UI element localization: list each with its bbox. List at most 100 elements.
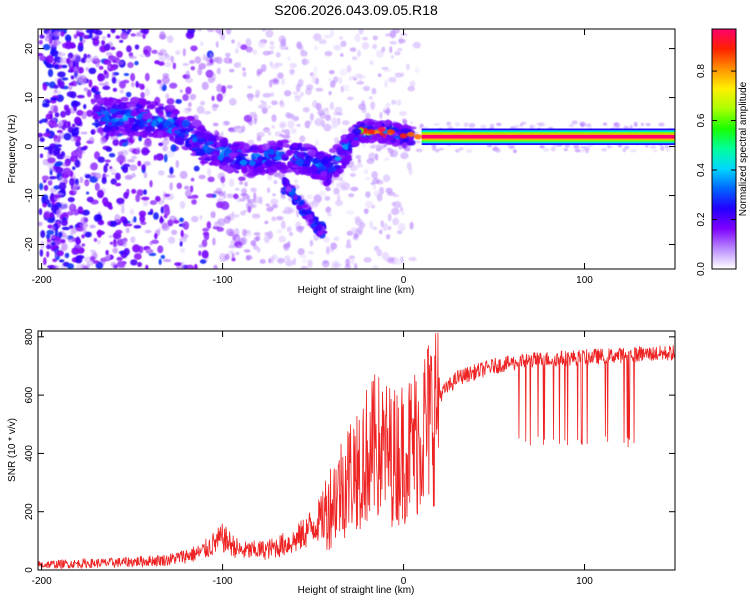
spectrogram-cell [93, 238, 98, 242]
spectrogram-cell [234, 214, 240, 218]
spectrogram-cell [283, 90, 292, 97]
spectrogram-cell [292, 91, 299, 96]
spectrogram-cell [574, 148, 581, 153]
spectrogram-cell [49, 112, 53, 120]
colorbar-strip [712, 267, 736, 270]
spectrogram-cell [56, 129, 63, 134]
spectrogram-cell [68, 42, 76, 49]
spectrogram-cell [137, 261, 143, 267]
x-tick-label: 100 [576, 576, 593, 587]
spectrogram-cell [102, 59, 112, 65]
y-tick-label: -10 [24, 188, 35, 203]
spectrogram-cell [129, 96, 140, 104]
spectrogram-cell [109, 241, 114, 245]
spectrogram-cell [315, 138, 319, 147]
spectrogram-cell [85, 29, 95, 34]
spectrogram-cell [53, 105, 59, 114]
spectrogram-cell [174, 136, 184, 144]
spectrogram-cell [397, 47, 403, 52]
spectrogram-cell [341, 120, 350, 126]
spectrogram-cell [250, 187, 257, 193]
spectrogram-cell [379, 186, 385, 195]
spectrogram-cell [409, 80, 416, 88]
spectrogram-cell [346, 239, 351, 245]
spectrogram-cell [187, 195, 194, 199]
spectrogram-cell [224, 253, 230, 261]
spectrogram-cell [79, 222, 89, 229]
spectrogram-cell [369, 220, 373, 230]
spectrogram-cell [190, 215, 199, 223]
x-tick-label: -100 [213, 576, 233, 587]
spectrogram-cell [310, 72, 318, 80]
spectrogram-cell [264, 160, 273, 168]
colorbar-strip [712, 199, 736, 202]
spectrogram-cell [277, 257, 284, 265]
spectrogram-cell [389, 46, 393, 54]
spectrogram-cell [195, 137, 206, 144]
spectrogram-cell [142, 198, 149, 207]
colorbar-strip [712, 121, 736, 124]
spectrogram-cell [245, 255, 253, 261]
colorbar-strip [712, 55, 736, 58]
spectrogram-cell [213, 190, 222, 195]
spectrogram-cell [209, 58, 213, 64]
spectrogram-cell [297, 248, 305, 256]
colorbar-strip [712, 111, 736, 114]
spectrogram-cell [313, 66, 318, 73]
spectrogram-cell [307, 259, 313, 268]
spectrogram-cell [125, 91, 132, 98]
colorbar-strip [712, 133, 736, 136]
spectrogram-cell [57, 71, 66, 78]
spectrogram-cell [247, 85, 252, 89]
colorbar-strip [712, 209, 736, 212]
spectrogram-cell [346, 230, 354, 236]
spectrogram-cell [156, 79, 162, 85]
spectrogram-cell [377, 73, 382, 78]
spectrogram-cell [253, 232, 261, 236]
spectrogram-cell [99, 136, 107, 145]
spectrogram-cell [138, 108, 146, 112]
spectrogram-cell [280, 103, 286, 108]
spectrogram-cell [65, 109, 71, 116]
colorbar-strip [712, 213, 736, 216]
spectrogram-cell [201, 132, 211, 140]
spectrogram-cell [273, 180, 278, 185]
spectrogram-cell [284, 255, 291, 261]
spectrogram-cell [345, 258, 351, 267]
spectrogram-cell [77, 66, 84, 74]
spectrogram-cell [267, 131, 272, 136]
colorbar-strip [712, 243, 736, 246]
colorbar-strip [712, 205, 736, 208]
colorbar-tick-label: 0.2 [696, 212, 707, 226]
y-tick-label: 800 [24, 328, 35, 345]
spectrogram-cell [363, 208, 369, 215]
spectrogram-cell [394, 258, 402, 265]
colorbar-strip [712, 257, 736, 260]
spectrogram-cell [283, 206, 293, 215]
spectrogram-cell [212, 73, 216, 81]
spectrogram-cell [197, 67, 203, 76]
spectrogram-cell [130, 123, 140, 132]
spectrogram-cell [182, 48, 186, 57]
spectrogram-cell [97, 73, 106, 82]
colorbar-strip [712, 203, 736, 206]
colorbar-gradient [712, 29, 736, 270]
spectrogram-cell [349, 47, 357, 52]
colorbar-strip [712, 207, 736, 210]
spectrogram-cell [573, 144, 580, 149]
spectrogram-cell [292, 257, 297, 266]
spectrogram-cell [180, 229, 184, 238]
spectrogram-cell [236, 41, 242, 49]
spectrogram-cell [39, 182, 44, 191]
spectrogram-cell [323, 123, 332, 132]
spectrogram-cell [358, 103, 366, 110]
spectrogram-cell [261, 143, 271, 151]
spectrogram-cell [198, 244, 204, 248]
spectrogram-cell [248, 160, 256, 166]
spectrogram-cell [330, 171, 336, 175]
spectrogram-cell [381, 46, 386, 53]
spectrogram-cell [394, 72, 403, 78]
spectrogram-cell [157, 130, 164, 139]
spectrogram-cell [308, 218, 315, 223]
spectrogram-cell [607, 144, 611, 149]
